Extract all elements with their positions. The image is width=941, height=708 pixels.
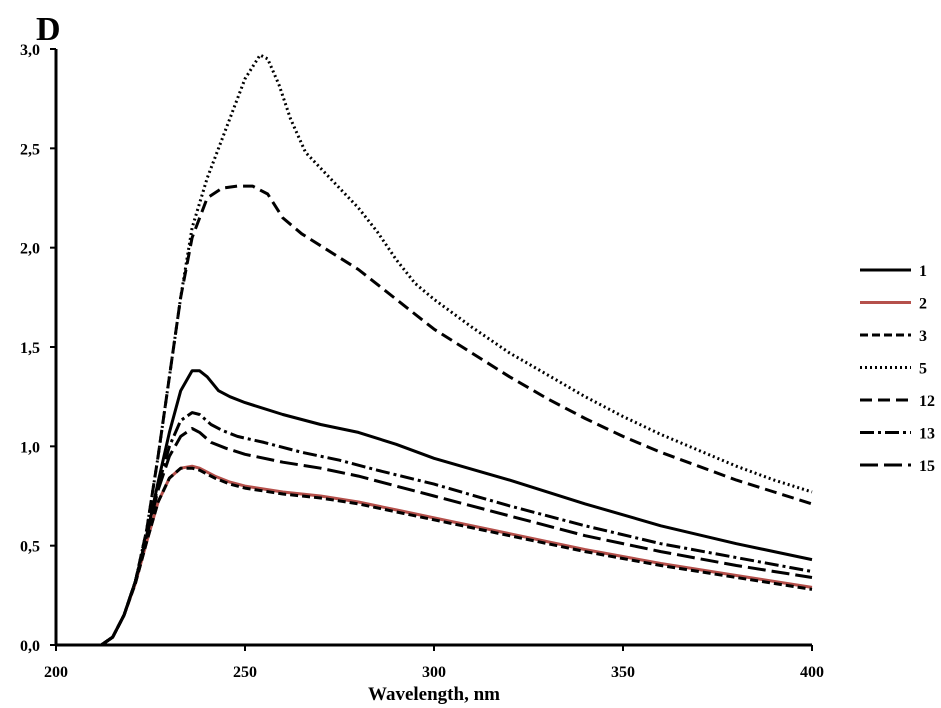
x-axis-title: Wavelength, nm [368, 684, 500, 705]
series-line-13 [100, 411, 813, 647]
legend-label-1: 1 [919, 263, 927, 280]
x-tick-label: 300 [422, 664, 446, 681]
y-tick-label: 2,0 [20, 241, 40, 258]
legend-label-12: 12 [919, 393, 935, 410]
y-tick-label: 1,5 [20, 340, 40, 357]
y-tick-label: 0,0 [20, 638, 40, 655]
y-tick-label: 1,0 [20, 439, 40, 456]
series-line-5 [100, 53, 813, 647]
x-tick-label: 200 [44, 664, 68, 681]
y-tick-label: 2,5 [20, 141, 40, 158]
x-tick-label: 350 [611, 664, 635, 681]
x-axis-ticks: 200 250 300 350 400 [44, 645, 824, 681]
x-tick-label: 400 [800, 664, 824, 681]
x-tick-label: 250 [233, 664, 257, 681]
series-line-12 [100, 184, 813, 647]
y-tick-label: 3,0 [20, 42, 40, 59]
legend-label-13: 13 [919, 426, 935, 443]
series-line-3 [100, 466, 813, 647]
series-line-15 [100, 427, 813, 647]
legend-label-3: 3 [919, 328, 927, 345]
series-line-2 [100, 464, 813, 647]
series-line-1 [100, 369, 813, 647]
y-tick-label: 0,5 [20, 539, 40, 556]
legend-label-15: 15 [919, 458, 935, 475]
plot-area [100, 53, 813, 647]
y-axis-ticks: 0,0 0,5 1,0 1,5 2,0 2,5 3,0 [20, 42, 56, 655]
panel-label: D [36, 11, 61, 48]
legend-label-5: 5 [919, 361, 927, 378]
legend-label-2: 2 [919, 296, 927, 313]
